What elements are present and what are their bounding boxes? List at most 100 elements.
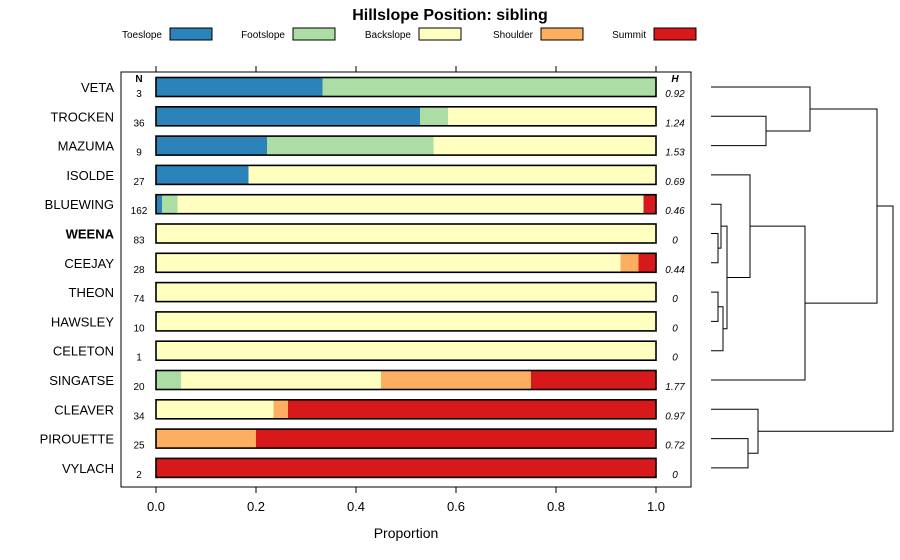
bar-segment-backslope xyxy=(156,253,621,273)
x-tick-label: 0.6 xyxy=(447,499,465,514)
row-label: CEEJAY xyxy=(64,256,114,271)
row-ceejay: CEEJAY 28 0.44 xyxy=(64,252,685,276)
chart-title: Hillslope Position: sibling xyxy=(352,7,548,24)
legend-label-backslope: Backslope xyxy=(365,30,412,41)
bar-segment-backslope xyxy=(156,311,656,331)
bar-segment-summit xyxy=(643,194,656,214)
legend: Toeslope Footslope Backslope Shoulder Summit xyxy=(122,27,697,41)
n-value: 1 xyxy=(136,353,142,364)
bar-segment-summit xyxy=(256,429,656,449)
row-singatse: SINGATSE 20 1.77 xyxy=(49,369,685,393)
bar-outline xyxy=(155,428,657,449)
bar-segment-summit xyxy=(156,458,656,478)
dendrogram-link xyxy=(711,115,767,147)
n-value: 25 xyxy=(133,441,145,452)
row-mazuma: MAZUMA 9 1.53 xyxy=(58,135,685,159)
dendrogram-link xyxy=(758,205,894,432)
row-veta: VETA 3 0.92 xyxy=(81,76,685,100)
bar-segment-backslope xyxy=(248,165,656,185)
h-value: 1.53 xyxy=(665,148,685,159)
row-label: VETA xyxy=(81,80,114,95)
row-label: VYLACH xyxy=(62,461,114,476)
row-vylach: VYLACH 2 0 xyxy=(62,457,678,481)
row-hawsley: HAWSLEY 10 0 xyxy=(51,311,678,334)
bar-segment-summit xyxy=(288,399,656,419)
legend-swatch-toeslope xyxy=(169,27,213,41)
n-value: 74 xyxy=(133,294,145,305)
bar-segment-shoulder xyxy=(381,370,531,390)
dendrogram-link xyxy=(711,174,751,278)
bar-outline xyxy=(155,311,657,332)
bar-segment-footslope xyxy=(267,136,434,156)
bar-rows: VETA 3 0.92 TROCKEN 36 1.24 MAZUMA 9 1.53 ISOLDE 2… xyxy=(40,76,685,481)
h-value: 0.97 xyxy=(665,411,685,422)
bar-outline xyxy=(155,252,657,274)
bar-segment-footslope xyxy=(322,77,656,97)
h-value: 0.69 xyxy=(665,177,685,188)
bar-segment-summit xyxy=(531,370,656,390)
dendrogram-link xyxy=(711,306,724,352)
dendrogram xyxy=(711,86,894,469)
row-label: THEON xyxy=(69,285,115,300)
plot-frame xyxy=(120,71,692,488)
bar-segment-backslope xyxy=(181,370,381,390)
row-label: WEENA xyxy=(66,227,115,242)
x-tick-label: 0.8 xyxy=(547,499,565,514)
legend-swatch-shoulder xyxy=(540,27,584,41)
bar-segment-toeslope xyxy=(156,77,323,97)
n-value: 162 xyxy=(131,206,148,217)
n-value: 20 xyxy=(133,382,145,393)
bar-segment-toeslope xyxy=(156,194,162,214)
dendrogram-link xyxy=(711,86,811,132)
legend-swatch-summit xyxy=(653,27,697,41)
legend-label-summit: Summit xyxy=(612,30,646,41)
row-trocken: TROCKEN 36 1.24 xyxy=(50,106,685,129)
bar-segment-toeslope xyxy=(156,106,420,126)
bar-segment-summit xyxy=(638,253,656,273)
bar-segment-backslope xyxy=(433,136,656,156)
dendrogram-link xyxy=(711,225,806,381)
h-value: 0 xyxy=(672,353,678,364)
legend-label-toeslope: Toeslope xyxy=(122,30,162,41)
bar-outline xyxy=(155,223,657,244)
legend-label-footslope: Footslope xyxy=(241,30,285,41)
row-cleaver: CLEAVER 34 0.97 xyxy=(54,398,685,422)
bar-segment-footslope xyxy=(162,194,178,214)
bar-segment-shoulder xyxy=(273,399,288,419)
x-tick-label: 1.0 xyxy=(647,499,665,514)
bar-segment-footslope xyxy=(420,106,448,126)
row-weena: WEENA 83 0 xyxy=(66,223,678,247)
row-pirouette: PIROUETTE 25 0.72 xyxy=(40,428,685,452)
bar-segment-backslope xyxy=(156,341,656,361)
n-value: 28 xyxy=(133,265,145,276)
row-isolde: ISOLDE 27 0.69 xyxy=(66,164,685,188)
h-value: 1.24 xyxy=(665,118,685,129)
row-label: CLEAVER xyxy=(54,402,114,417)
row-label: PIROUETTE xyxy=(40,432,115,447)
h-value: 0 xyxy=(672,470,678,481)
bar-segment-footslope xyxy=(156,370,181,390)
row-label: TROCKEN xyxy=(50,109,114,124)
bar-segment-backslope xyxy=(448,106,656,126)
bar-outline xyxy=(155,164,657,186)
n-value: 36 xyxy=(133,118,145,129)
dendrogram-link xyxy=(805,108,878,304)
dendrogram-link xyxy=(711,233,719,264)
h-value: 0.72 xyxy=(665,441,685,452)
row-label: SINGATSE xyxy=(49,373,114,388)
x-tick-label: 0.4 xyxy=(347,499,365,514)
h-value: 0.46 xyxy=(665,206,685,217)
dendrogram-link xyxy=(711,291,719,322)
n-value: 2 xyxy=(136,470,142,481)
dendrogram-link xyxy=(721,225,728,330)
dendrogram-link xyxy=(711,438,749,469)
bar-outline xyxy=(155,193,657,215)
row-label: MAZUMA xyxy=(58,139,115,154)
bar-segment-backslope xyxy=(156,282,656,302)
legend-swatch-backslope xyxy=(418,27,462,41)
bar-segment-backslope xyxy=(156,399,274,419)
top-axis xyxy=(155,66,657,72)
bar-outline xyxy=(155,398,657,420)
dendrogram-link xyxy=(711,408,759,454)
